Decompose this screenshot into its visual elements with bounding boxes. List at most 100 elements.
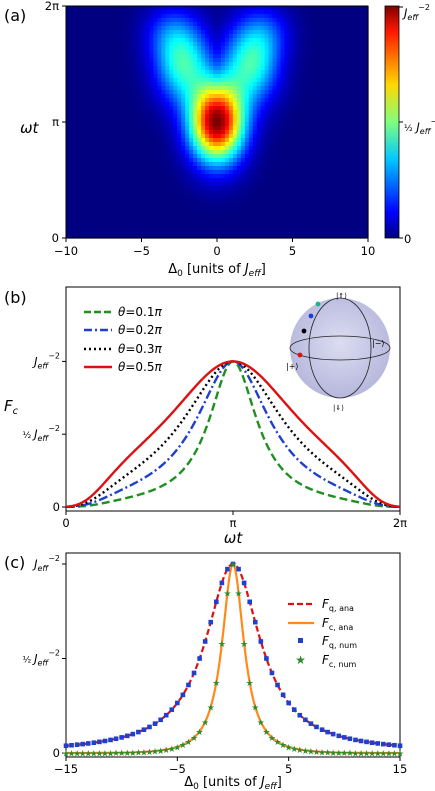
heatmap-cell [133, 66, 139, 71]
heatmap-cell [280, 210, 286, 215]
bloch-label-up: |⇑⟩ [336, 292, 347, 300]
heatmap-cell [209, 134, 214, 139]
heatmap-cell [356, 178, 361, 183]
heatmap-cell [177, 54, 182, 59]
heatmap-cell [73, 62, 79, 67]
heatmap-cell [256, 110, 262, 115]
heatmap-cell [328, 86, 333, 91]
heatmap-cell [320, 214, 325, 219]
marker-fc-num: ★ [324, 749, 332, 759]
heatmap-cell [224, 130, 230, 135]
heatmap-cell [105, 106, 111, 111]
heatmap-cell [185, 174, 190, 179]
heatmap-cell [364, 162, 369, 167]
heatmap-cell [66, 86, 71, 91]
heatmap-cell [125, 198, 131, 203]
heatmap-cell [284, 190, 290, 195]
heatmap-cell [69, 234, 75, 239]
heatmap-cell [89, 162, 95, 167]
heatmap-cell [364, 174, 369, 179]
heatmap-cell [217, 126, 222, 131]
heatmap-cell [217, 14, 222, 19]
heatmap-cell [236, 6, 242, 11]
heatmap-cell [141, 86, 147, 91]
heatmap-cell [213, 106, 218, 111]
heatmap-cell [312, 22, 317, 27]
heatmap-cell [145, 226, 151, 231]
heatmap-cell [344, 70, 349, 75]
heatmap-cell [240, 214, 246, 219]
heatmap-cell [272, 194, 278, 199]
heatmap-cell [272, 166, 278, 171]
heatmap-cell [236, 126, 242, 131]
heatmap-cell [276, 158, 282, 163]
heatmap-cell [328, 90, 333, 95]
heatmap-cell [181, 218, 186, 223]
heatmap-cell [113, 226, 119, 231]
heatmap-cell [308, 218, 313, 223]
heatmap-cell [121, 162, 127, 167]
heatmap-cell [224, 34, 230, 39]
heatmap-cell [205, 118, 210, 123]
heatmap-cell [97, 226, 103, 231]
heatmap-cell [320, 230, 325, 235]
heatmap-cell [213, 186, 218, 191]
heatmap-cell [284, 194, 290, 199]
heatmap-cell [328, 182, 333, 187]
heatmap-cell [320, 190, 325, 195]
heatmap-cell [177, 86, 182, 91]
heatmap-cell [296, 110, 302, 115]
heatmap-cell [205, 198, 210, 203]
heatmap-cell [129, 222, 135, 227]
heatmap-cell [145, 78, 151, 83]
heatmap-cell [213, 158, 218, 163]
heatmap-cell [73, 158, 79, 163]
heatmap-cell [308, 82, 313, 87]
heatmap-cell [85, 30, 91, 35]
heatmap-cell [300, 38, 306, 43]
heatmap-cell [340, 182, 345, 187]
heatmap-cell [105, 86, 111, 91]
heatmap-cell [320, 162, 325, 167]
heatmap-cell [121, 30, 127, 35]
heatmap-cell [240, 158, 246, 163]
heatmap-cell [189, 174, 194, 179]
heatmap-cell [197, 26, 202, 31]
heatmap-cell [121, 134, 127, 139]
heatmap-cell [332, 154, 337, 159]
heatmap-cell [77, 206, 83, 211]
heatmap-cell [149, 42, 155, 47]
heatmap-cell [189, 42, 194, 47]
heatmap-cell [209, 122, 214, 127]
heatmap-xtick-label: −5 [133, 244, 150, 258]
heatmap-cell [217, 190, 222, 195]
heatmap-cell [173, 90, 178, 95]
heatmap-cell [189, 198, 194, 203]
heatmap-cell [193, 122, 198, 127]
heatmap-cell [105, 54, 111, 59]
heatmap-cell [145, 186, 151, 191]
heatmap-cell [292, 58, 298, 63]
heatmap-cell [109, 206, 115, 211]
heatmap-cell [201, 134, 206, 139]
heatmap-cell [316, 154, 321, 159]
heatmap-cell [228, 38, 234, 43]
heatmap-cell [248, 138, 254, 143]
heatmap-cell [105, 150, 111, 155]
heatmap-cell [165, 210, 170, 215]
heatmap-cell [308, 134, 313, 139]
heatmap-cell [360, 18, 365, 23]
heatmap-cell [129, 54, 135, 59]
heatmap-cell [101, 202, 107, 207]
heatmap-cell [173, 30, 178, 35]
heatmap-cell [189, 58, 194, 63]
heatmap-cell [189, 170, 194, 175]
heatmap-cell [280, 46, 286, 51]
heatmap-cell [93, 6, 99, 11]
heatmap-cell [89, 182, 95, 187]
heatmap-cell [336, 10, 341, 15]
heatmap-cell [173, 98, 178, 103]
heatmap-cell [344, 6, 349, 11]
heatmap-cell [101, 54, 107, 59]
heatmap-cell [356, 18, 361, 23]
